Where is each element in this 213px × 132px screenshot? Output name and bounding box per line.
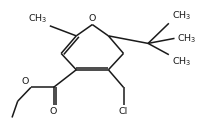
Text: CH$_3$: CH$_3$ — [172, 10, 191, 22]
Text: O: O — [50, 107, 57, 116]
Text: O: O — [89, 14, 96, 23]
Text: CH$_3$: CH$_3$ — [29, 12, 48, 25]
Text: Cl: Cl — [119, 107, 128, 116]
Text: CH$_3$: CH$_3$ — [177, 32, 197, 45]
Text: CH$_3$: CH$_3$ — [172, 56, 191, 69]
Text: O: O — [22, 77, 29, 86]
